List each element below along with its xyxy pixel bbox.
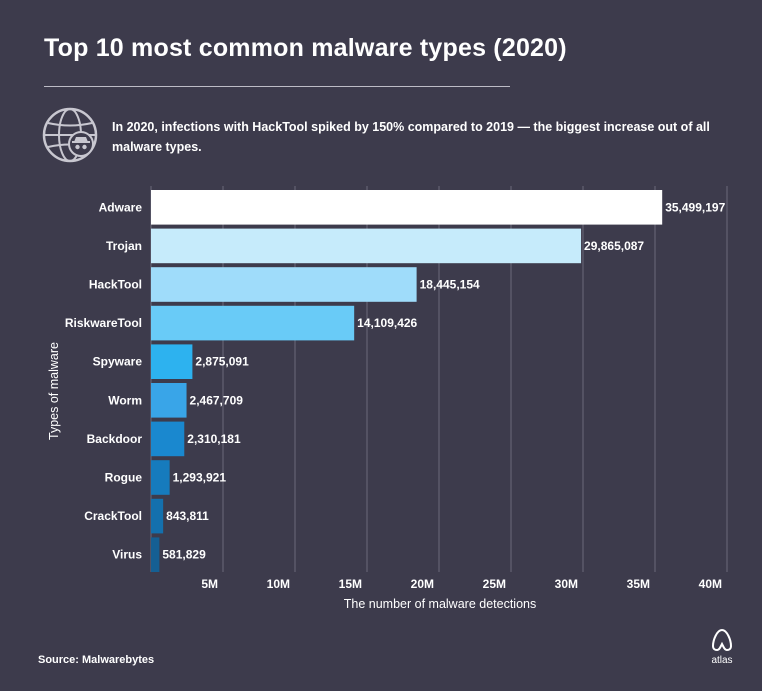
x-tick-label: 35M — [627, 577, 650, 591]
bar — [151, 460, 170, 495]
chart-subtitle: In 2020, infections with HackTool spiked… — [112, 120, 710, 154]
y-axis-label: Types of malware — [47, 342, 61, 440]
category-label: CrackTool — [84, 509, 142, 523]
value-label: 843,811 — [166, 509, 209, 523]
x-tick-label: 25M — [483, 577, 506, 591]
value-label: 29,865,087 — [584, 239, 644, 253]
x-tick-label: 10M — [267, 577, 290, 591]
bar — [151, 228, 582, 264]
value-label: 35,499,197 — [665, 200, 725, 214]
value-label: 2,875,091 — [195, 355, 249, 369]
bar — [151, 537, 160, 572]
category-label: Worm — [108, 393, 142, 407]
x-tick-label: 5M — [201, 577, 218, 591]
x-tick-label: 20M — [411, 577, 434, 591]
bar — [151, 498, 164, 534]
category-label: Rogue — [105, 471, 143, 485]
value-label: 14,109,426 — [357, 316, 417, 330]
category-label: HackTool — [89, 278, 142, 292]
globe-with-spy-icon — [42, 107, 98, 163]
category-label: Spyware — [93, 355, 143, 369]
value-label: 1,293,921 — [173, 471, 227, 485]
chart-title: Top 10 most common malware types (2020) — [44, 34, 567, 62]
bars — [151, 190, 663, 572]
category-label: RiskwareTool — [65, 316, 142, 330]
value-label: 2,310,181 — [187, 432, 241, 446]
bar — [151, 383, 187, 418]
bar — [151, 421, 185, 457]
value-label: 18,445,154 — [420, 278, 480, 292]
category-label: Adware — [99, 200, 143, 214]
category-label: Virus — [112, 548, 142, 562]
gridlines — [150, 186, 728, 572]
x-tick-label: 40M — [699, 577, 722, 591]
x-tick-label: 30M — [555, 577, 578, 591]
category-label: Trojan — [106, 239, 142, 253]
brand-name: atlas — [711, 655, 733, 666]
value-label: 2,467,709 — [190, 393, 244, 407]
bar — [151, 190, 663, 225]
bar — [151, 305, 355, 341]
bar — [151, 344, 193, 379]
title-divider — [44, 86, 510, 87]
x-axis-label: The number of malware detections — [344, 597, 536, 611]
bar — [151, 267, 417, 302]
value-label: 581,829 — [162, 548, 206, 562]
x-tick-label: 15M — [339, 577, 362, 591]
labels: 5M 10M 15M 20M 25M 30M 35M 40M Adware 35,499,197 T… — [65, 200, 726, 591]
category-label: Backdoor — [87, 432, 143, 446]
source-note: Source: Malwarebytes — [38, 654, 155, 666]
atlas-logo-icon: atlas — [702, 628, 742, 672]
